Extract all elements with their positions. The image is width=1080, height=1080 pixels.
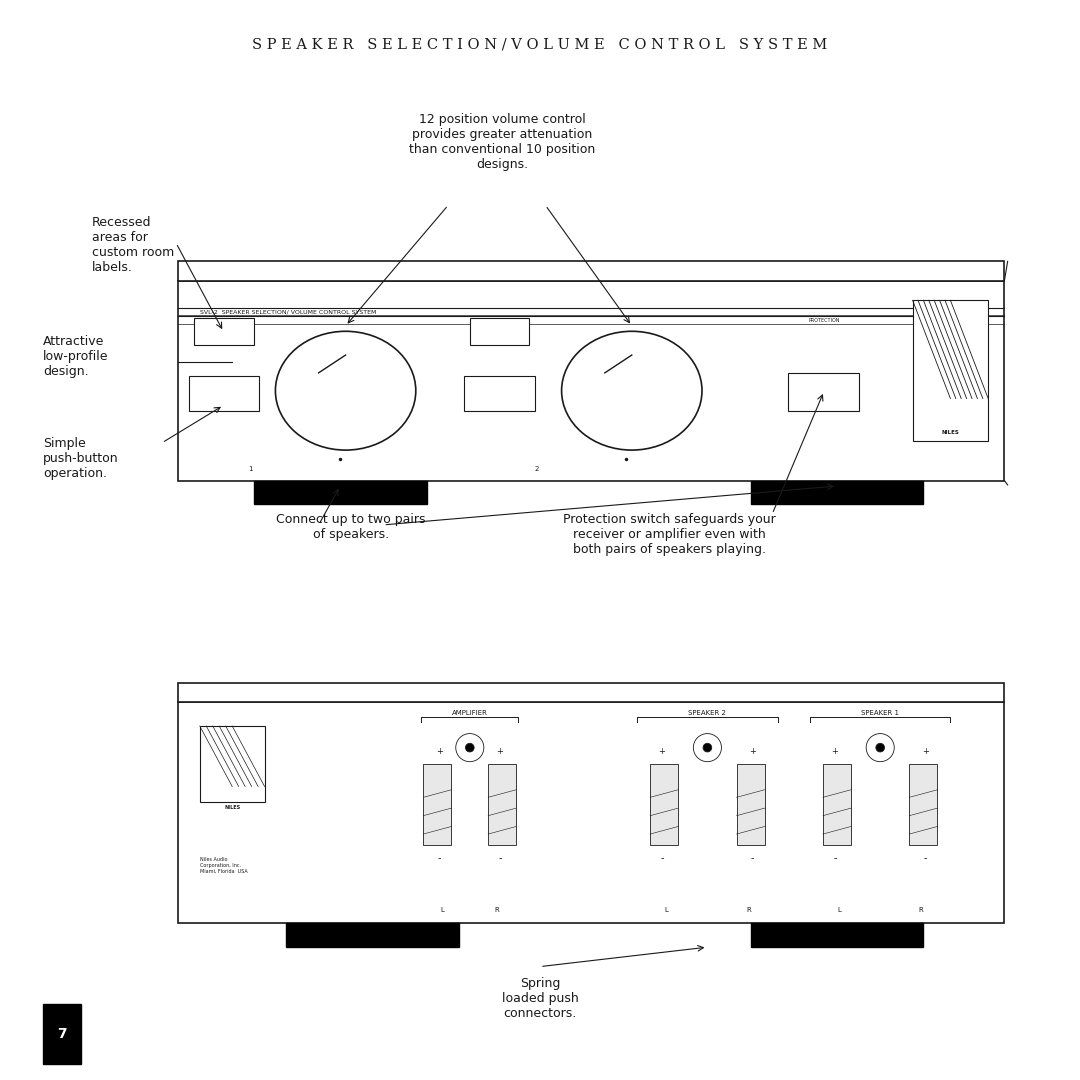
Text: Attractive
low-profile
design.: Attractive low-profile design. [43,335,109,378]
Bar [913,300,988,441]
Text: -: - [833,853,837,864]
Bar [286,923,459,947]
Bar [423,764,451,845]
Text: L: L [441,906,445,913]
Text: SPEAKER 1: SPEAKER 1 [861,710,900,716]
Text: R: R [919,906,923,913]
Circle shape [693,733,721,761]
Bar [178,261,1004,281]
Circle shape [866,733,894,761]
Bar [178,702,1004,923]
Bar [751,481,923,504]
Text: L: L [837,906,841,913]
Text: +: + [659,747,665,756]
Text: SPEAKER 2: SPEAKER 2 [688,710,727,716]
Bar [823,764,851,845]
Text: -: - [660,853,664,864]
Text: S P E A K E R   S E L E C T I O N / V O L U M E   C O N T R O L   S Y S T E M: S P E A K E R S E L E C T I O N / V O L … [253,38,827,52]
Circle shape [703,743,712,752]
Bar [751,923,923,947]
Circle shape [456,733,484,761]
Text: 2: 2 [535,465,539,472]
Text: +: + [832,747,838,756]
Bar [178,683,1004,702]
Text: AMPLIFIER: AMPLIFIER [451,710,488,716]
Bar [194,318,254,345]
Text: R: R [495,906,499,913]
Text: 12 position volume control
provides greater attenuation
than conventional 10 pos: 12 position volume control provides grea… [409,113,595,172]
Text: +: + [922,747,929,756]
Text: Protection switch safeguards your
receiver or amplifier even with
both pairs of : Protection switch safeguards your receiv… [564,513,775,556]
Text: +: + [750,747,756,756]
Bar [178,281,1004,481]
Bar [788,373,859,410]
Ellipse shape [275,332,416,450]
Text: -: - [923,853,928,864]
Bar [737,764,765,845]
Circle shape [876,743,885,752]
Bar [464,376,535,410]
Text: SVL-2  SPEAKER SELECTION/ VOLUME CONTROL SYSTEM: SVL-2 SPEAKER SELECTION/ VOLUME CONTROL … [200,310,376,314]
Text: Niles Audio
Corporation, Inc.
Miami, Florida  USA: Niles Audio Corporation, Inc. Miami, Flo… [200,858,247,874]
Text: Recessed
areas for
custom room
labels.: Recessed areas for custom room labels. [92,216,174,274]
Text: NILES: NILES [225,805,240,810]
Bar [43,1004,81,1064]
Ellipse shape [562,332,702,450]
Text: R: R [746,906,751,913]
Text: Connect up to two pairs
of speakers.: Connect up to two pairs of speakers. [276,513,426,541]
Bar [650,764,678,845]
Text: Spring
loaded push
connectors.: Spring loaded push connectors. [501,977,579,1021]
Bar [470,318,529,345]
Text: PROTECTION: PROTECTION [808,319,840,323]
Bar [254,481,427,504]
Circle shape [465,743,474,752]
Bar [488,764,516,845]
Text: -: - [437,853,442,864]
Text: Simple
push-button
operation.: Simple push-button operation. [43,437,119,481]
Bar [909,764,937,845]
Bar [200,726,265,801]
Text: 1: 1 [248,465,253,472]
Bar [189,376,259,410]
Text: +: + [497,747,503,756]
Text: -: - [751,853,755,864]
Text: -: - [498,853,502,864]
Text: 7: 7 [57,1027,66,1040]
Text: +: + [436,747,443,756]
Text: L: L [664,906,669,913]
Text: NILES: NILES [942,430,959,435]
